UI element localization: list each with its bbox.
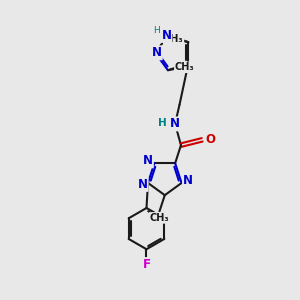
- Text: CH₃: CH₃: [164, 34, 183, 44]
- Text: CH₃: CH₃: [150, 213, 169, 223]
- Text: O: O: [206, 133, 215, 146]
- Text: N: N: [152, 46, 162, 59]
- Text: N: N: [183, 174, 193, 187]
- Text: N: N: [143, 154, 153, 167]
- Text: N: N: [161, 29, 171, 42]
- Text: N: N: [138, 178, 148, 191]
- Text: N: N: [170, 117, 180, 130]
- Text: H: H: [153, 26, 160, 35]
- Text: F: F: [142, 258, 151, 271]
- Text: CH₃: CH₃: [175, 62, 194, 72]
- Text: H: H: [158, 118, 167, 128]
